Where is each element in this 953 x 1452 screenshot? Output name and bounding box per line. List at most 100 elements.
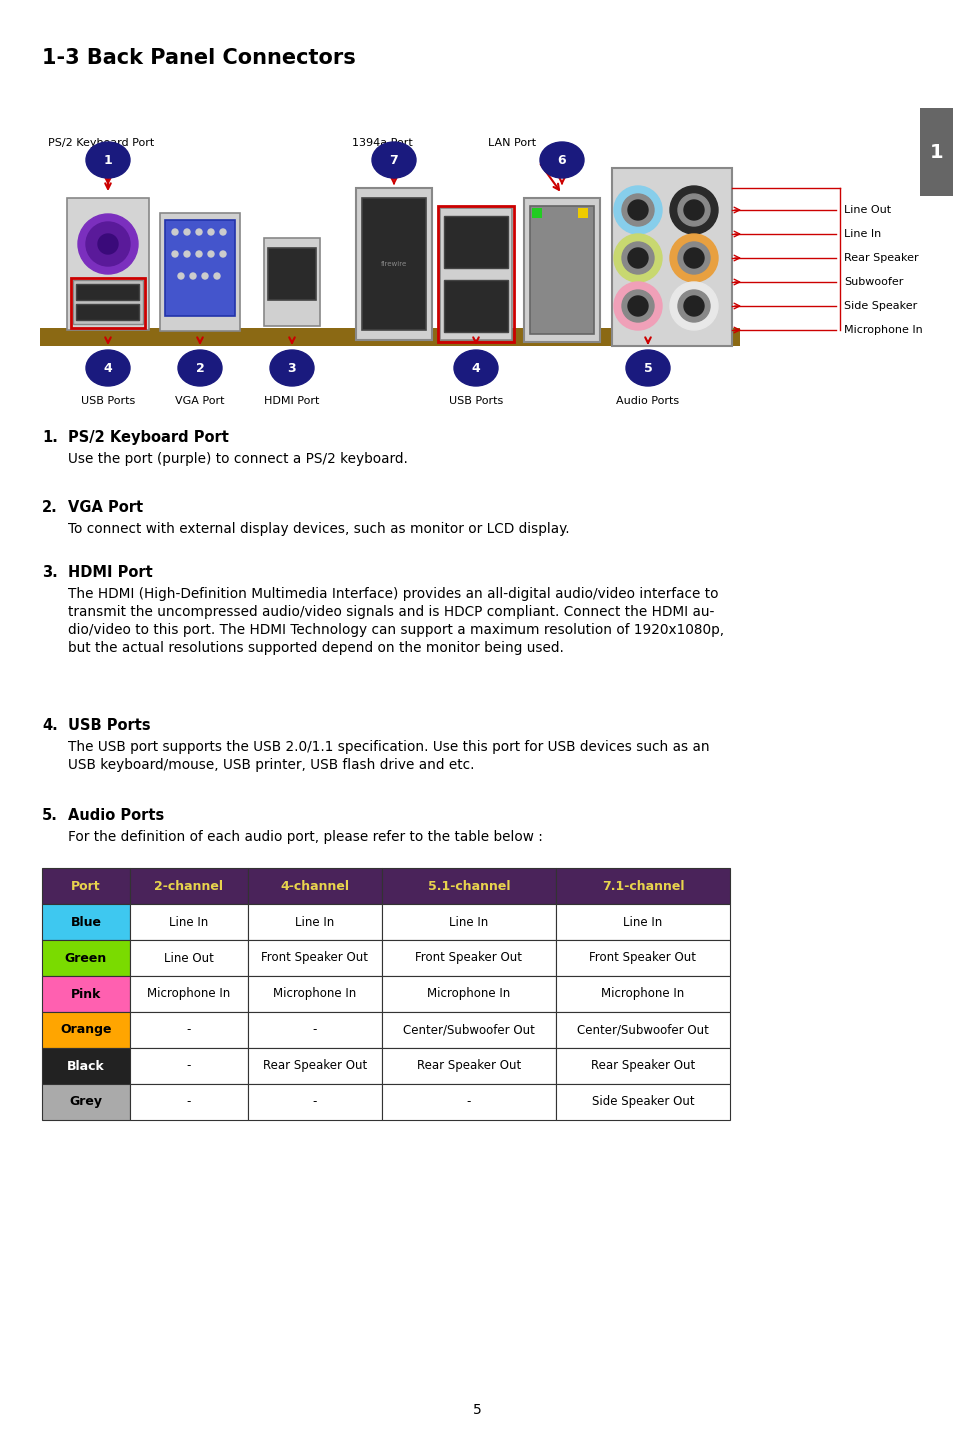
Ellipse shape [372, 142, 416, 179]
Text: Rear Speaker: Rear Speaker [843, 253, 918, 263]
Bar [248, 1085, 381, 1119]
Circle shape [669, 282, 718, 330]
Circle shape [621, 290, 654, 322]
Text: Microphone In: Microphone In [147, 987, 231, 1000]
Bar [248, 905, 381, 939]
Ellipse shape [86, 142, 130, 179]
Bar [530, 206, 594, 334]
Text: Use the port (purple) to connect a PS/2 keyboard.: Use the port (purple) to connect a PS/2 … [68, 452, 408, 466]
Circle shape [190, 273, 195, 279]
Text: The HDMI (High-Definition Multimedia Interface) provides an all-digital audio/vi: The HDMI (High-Definition Multimedia Int… [68, 587, 718, 601]
Text: -: - [466, 1095, 471, 1108]
Text: Line In: Line In [843, 229, 881, 240]
Text: 4: 4 [471, 362, 480, 375]
Bar [67, 197, 149, 330]
Bar [381, 939, 556, 976]
Bar [264, 238, 319, 327]
Bar [532, 208, 541, 218]
Bar [919, 107, 953, 196]
Circle shape [86, 222, 130, 266]
Bar [130, 1085, 248, 1119]
Bar [40, 328, 740, 346]
Circle shape [614, 234, 661, 282]
Text: -: - [187, 1095, 191, 1108]
Bar [130, 1012, 248, 1048]
Bar [556, 1012, 729, 1048]
Circle shape [621, 195, 654, 227]
Circle shape [678, 195, 709, 227]
Text: Side Speaker Out: Side Speaker Out [591, 1095, 694, 1108]
Ellipse shape [270, 350, 314, 386]
Text: PS/2 Keyboard Port: PS/2 Keyboard Port [48, 138, 154, 148]
Text: 5.: 5. [42, 807, 58, 823]
Text: Line In: Line In [449, 916, 488, 928]
Circle shape [172, 251, 178, 257]
Text: LAN Port: LAN Port [488, 138, 536, 148]
Bar [381, 905, 556, 939]
Circle shape [213, 273, 220, 279]
Text: HDMI Port: HDMI Port [264, 396, 319, 407]
Text: Center/Subwoofer Out: Center/Subwoofer Out [577, 1024, 708, 1037]
Bar [130, 1048, 248, 1085]
Bar [355, 187, 432, 340]
Bar [42, 1085, 130, 1119]
Bar [42, 868, 130, 905]
Circle shape [195, 229, 202, 235]
Circle shape [202, 273, 208, 279]
Ellipse shape [539, 142, 583, 179]
Bar [556, 976, 729, 1012]
Text: For the definition of each audio port, please refer to the table below :: For the definition of each audio port, p… [68, 831, 542, 844]
Text: The USB port supports the USB 2.0/1.1 specification. Use this port for USB devic: The USB port supports the USB 2.0/1.1 sp… [68, 741, 709, 754]
Text: Microphone In: Microphone In [274, 987, 356, 1000]
Bar [556, 939, 729, 976]
Text: VGA Port: VGA Port [175, 396, 225, 407]
Bar [361, 197, 426, 330]
Text: 1.: 1. [42, 430, 58, 444]
Circle shape [208, 229, 213, 235]
Text: Rear Speaker Out: Rear Speaker Out [590, 1060, 695, 1073]
Text: Line In: Line In [622, 916, 662, 928]
Bar [130, 939, 248, 976]
Text: 6: 6 [558, 154, 566, 167]
Bar [612, 168, 731, 346]
Circle shape [184, 229, 190, 235]
Ellipse shape [625, 350, 669, 386]
Circle shape [195, 251, 202, 257]
Text: Line In: Line In [170, 916, 209, 928]
Bar [76, 303, 139, 319]
Text: Orange: Orange [60, 1024, 112, 1037]
Text: Microphone In: Microphone In [843, 325, 922, 335]
Text: Side Speaker: Side Speaker [843, 301, 916, 311]
Bar [248, 1048, 381, 1085]
Text: HDMI Port: HDMI Port [68, 565, 152, 579]
Text: USB Ports: USB Ports [81, 396, 135, 407]
Bar [160, 213, 240, 331]
Text: USB Ports: USB Ports [449, 396, 502, 407]
Text: 4-channel: 4-channel [280, 880, 349, 893]
Circle shape [669, 186, 718, 234]
Bar [439, 208, 512, 340]
Text: Microphone In: Microphone In [427, 987, 510, 1000]
Text: but the actual resolutions supported depend on the monitor being used.: but the actual resolutions supported dep… [68, 640, 563, 655]
Text: Audio Ports: Audio Ports [616, 396, 679, 407]
Bar [381, 1048, 556, 1085]
Circle shape [669, 234, 718, 282]
Bar [42, 939, 130, 976]
Bar [130, 905, 248, 939]
Circle shape [614, 186, 661, 234]
Text: 3.: 3. [42, 565, 58, 579]
Text: Port: Port [71, 880, 101, 893]
Bar [578, 208, 587, 218]
Ellipse shape [86, 350, 130, 386]
Text: 1: 1 [929, 142, 943, 161]
Bar [42, 905, 130, 939]
Bar [71, 277, 145, 328]
Text: 2-channel: 2-channel [154, 880, 223, 893]
Circle shape [208, 251, 213, 257]
Text: To connect with external display devices, such as monitor or LCD display.: To connect with external display devices… [68, 523, 569, 536]
Circle shape [627, 200, 647, 221]
Text: -: - [313, 1024, 316, 1037]
Text: 5: 5 [643, 362, 652, 375]
Circle shape [184, 251, 190, 257]
Text: Front Speaker Out: Front Speaker Out [416, 951, 522, 964]
